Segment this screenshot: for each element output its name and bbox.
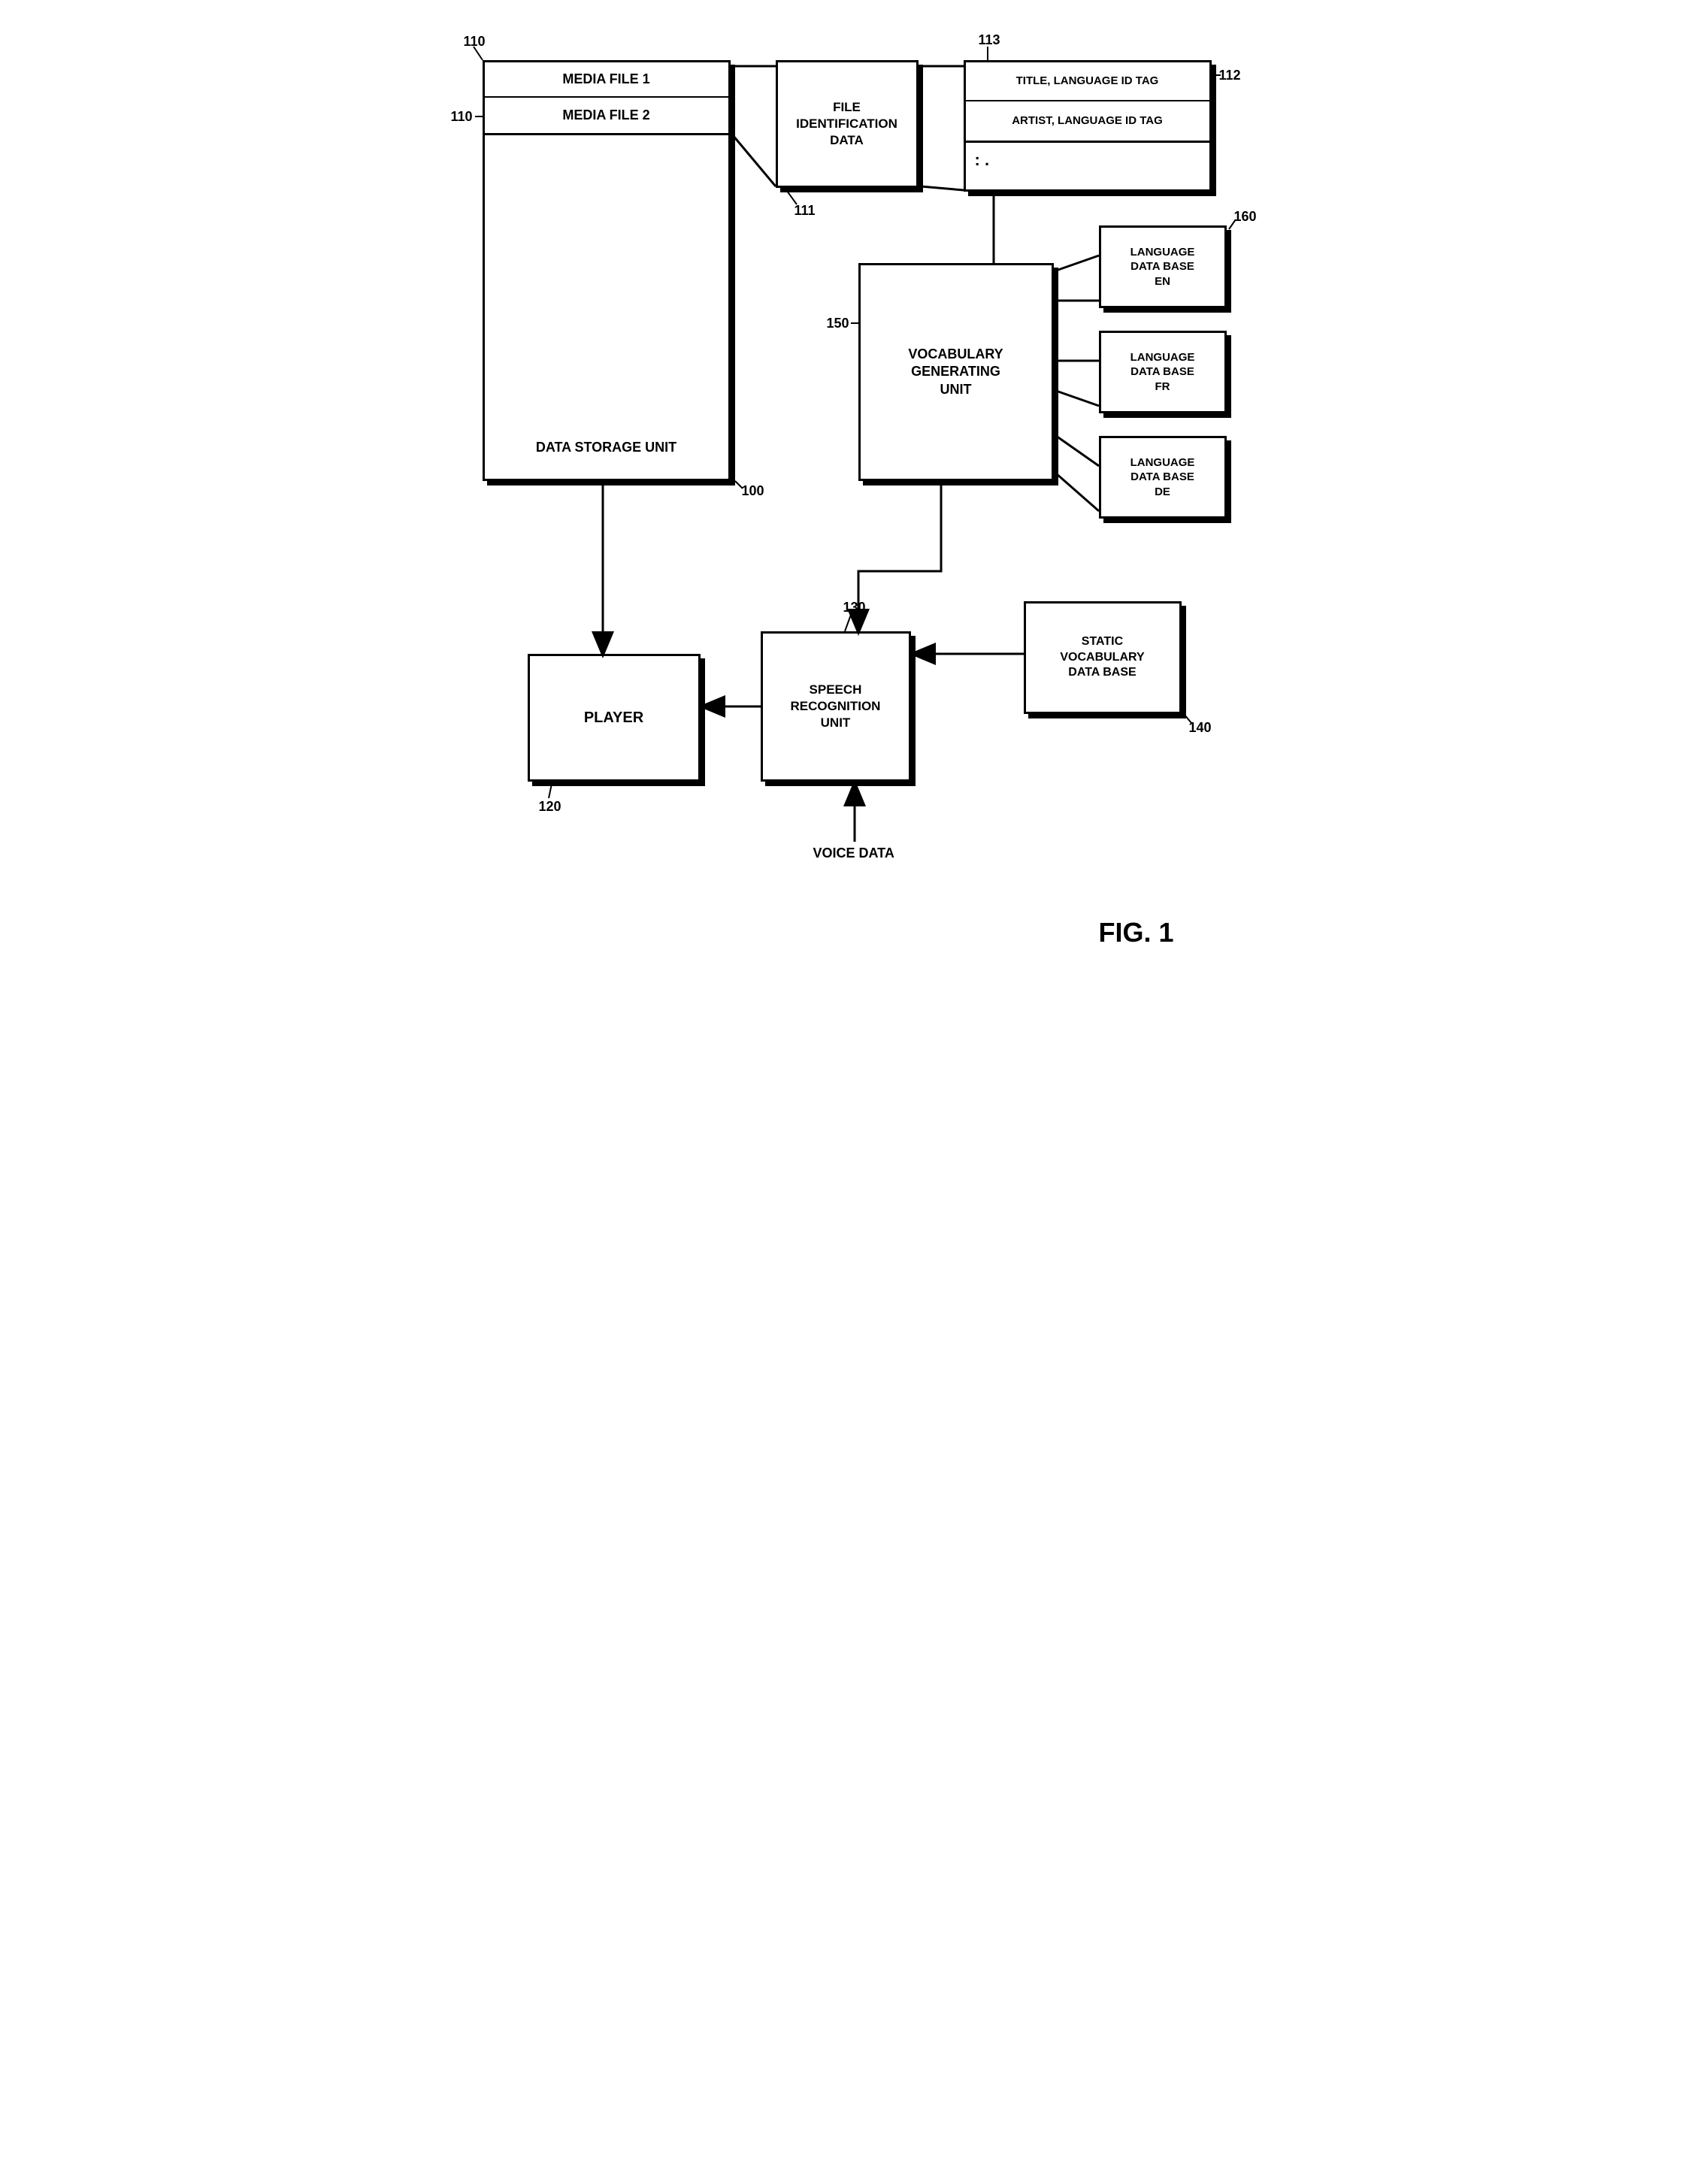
ref-100: 100 — [742, 483, 764, 499]
media-file-2-label: MEDIA FILE 2 — [562, 107, 649, 124]
media-file-1-box: MEDIA FILE 1 — [483, 60, 731, 98]
file-id-label: FILE IDENTIFICATION DATA — [796, 99, 897, 149]
ref-112: 112 — [1219, 68, 1241, 83]
data-storage-label: DATA STORAGE UNIT — [536, 439, 676, 456]
diagram-canvas: DATA STORAGE UNIT MEDIA FILE 1 MEDIA FIL… — [437, 30, 1264, 1082]
speech-rec-box: SPEECH RECOGNITION UNIT — [761, 631, 911, 782]
lang-de-label: LANGUAGE DATA BASE DE — [1130, 455, 1195, 500]
title-tag-label: TITLE, LANGUAGE ID TAG — [1016, 74, 1159, 89]
ref-160: 160 — [1234, 209, 1257, 225]
ref-140: 140 — [1189, 720, 1212, 736]
ref-130: 130 — [843, 600, 866, 616]
vocab-gen-box: VOCABULARY GENERATING UNIT — [858, 263, 1054, 481]
media-file-1-label: MEDIA FILE 1 — [562, 71, 649, 88]
lang-en-box: LANGUAGE DATA BASE EN — [1099, 225, 1227, 308]
static-vocab-box: STATIC VOCABULARY DATA BASE — [1024, 601, 1182, 714]
ref-111: 111 — [795, 203, 816, 219]
lang-de-box: LANGUAGE DATA BASE DE — [1099, 436, 1227, 519]
file-id-box: FILE IDENTIFICATION DATA — [776, 60, 919, 188]
player-box: PLAYER — [528, 654, 701, 782]
lang-fr-box: LANGUAGE DATA BASE FR — [1099, 331, 1227, 413]
artist-tag-label: ARTIST, LANGUAGE ID TAG — [1012, 113, 1163, 129]
title-tag-box: TITLE, LANGUAGE ID TAG — [964, 60, 1212, 101]
speech-rec-label: SPEECH RECOGNITION UNIT — [791, 682, 881, 731]
ref-113: 113 — [979, 32, 1000, 48]
player-label: PLAYER — [584, 708, 643, 727]
ref-110a: 110 — [464, 34, 486, 50]
ref-120: 120 — [539, 799, 561, 815]
vocab-gen-label: VOCABULARY GENERATING UNIT — [908, 346, 1003, 398]
voice-data-label: VOICE DATA — [813, 845, 894, 861]
figure-label: FIG. 1 — [1099, 917, 1174, 948]
static-vocab-label: STATIC VOCABULARY DATA BASE — [1060, 634, 1144, 681]
media-file-2-box: MEDIA FILE 2 — [483, 98, 731, 135]
artist-tag-box: ARTIST, LANGUAGE ID TAG — [964, 101, 1212, 143]
tag-ellipsis: : . — [975, 150, 990, 170]
ref-150: 150 — [827, 316, 849, 331]
lang-fr-label: LANGUAGE DATA BASE FR — [1130, 350, 1195, 395]
lang-en-label: LANGUAGE DATA BASE EN — [1130, 245, 1195, 289]
ref-110b: 110 — [451, 109, 473, 125]
